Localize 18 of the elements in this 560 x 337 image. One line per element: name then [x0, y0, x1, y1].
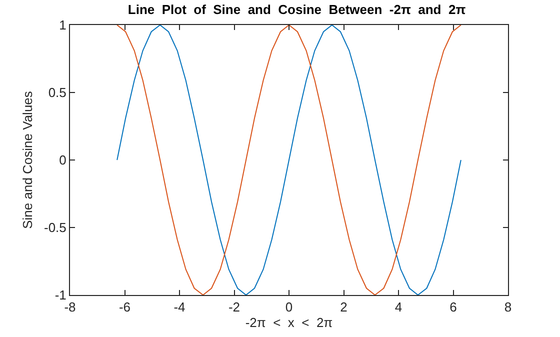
x-tick-label: 4 — [394, 300, 402, 315]
y-tick-label: -0.5 — [44, 220, 66, 236]
x-tick-label: 6 — [450, 300, 457, 315]
x-tick-label: -4 — [174, 300, 186, 315]
y-tick-label: -1 — [54, 288, 66, 303]
x-tick-label: -2 — [228, 300, 240, 315]
x-tick-label: -6 — [118, 300, 131, 315]
y-tick-label: 0 — [59, 152, 66, 168]
x-axis-title: -2π < x < 2π — [245, 315, 333, 330]
line-series — [116, 25, 462, 295]
y-tick-label: 1 — [59, 18, 66, 33]
chart-title: Line Plot of Sine and Cosine Between -2π and 2π — [128, 2, 466, 18]
x-tick-label: -8 — [64, 300, 76, 315]
y-tick-label: 0.5 — [48, 85, 66, 100]
x-tick-label: 2 — [340, 300, 348, 315]
x-tick-label: 8 — [504, 300, 512, 315]
x-tick-label: 0 — [285, 300, 293, 315]
y-axis-title: Sine and Cosine Values — [20, 90, 35, 229]
